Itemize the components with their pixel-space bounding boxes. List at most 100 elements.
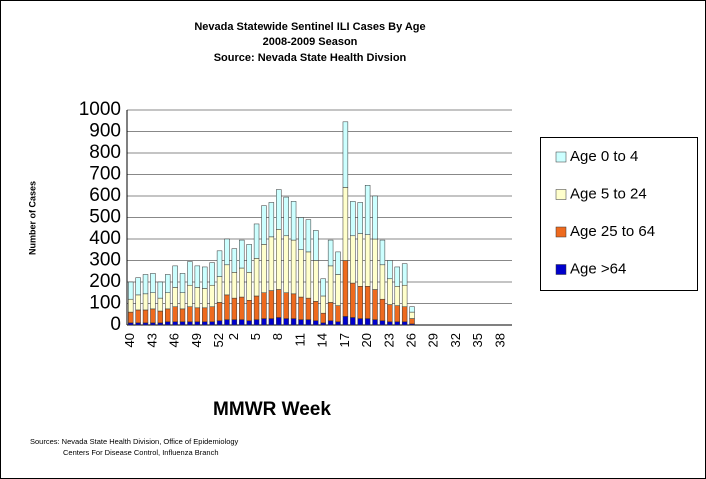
legend-label: Age 25 to 64 xyxy=(570,223,655,240)
bar-segment xyxy=(216,250,223,277)
bar-segment xyxy=(372,238,378,290)
bar-segment xyxy=(313,320,319,326)
bar-segment xyxy=(357,233,363,287)
x-tick-label: 17 xyxy=(337,333,352,347)
bar-segment xyxy=(239,319,245,326)
bar-segment xyxy=(342,121,349,188)
bar-segment xyxy=(320,278,326,297)
bar-segment xyxy=(305,319,312,326)
x-tick-label: 29 xyxy=(426,333,441,347)
bar-segment xyxy=(179,308,186,323)
bar-segment xyxy=(202,288,208,309)
bar-segment xyxy=(364,185,371,235)
bar-segment xyxy=(142,322,149,326)
legend-swatch xyxy=(555,226,567,238)
x-tick-label: 26 xyxy=(403,333,418,347)
bar-segment xyxy=(179,273,186,293)
x-tick-label: 40 xyxy=(122,333,137,347)
legend-label: Age 0 to 4 xyxy=(570,148,638,165)
bar-segment xyxy=(276,229,282,290)
bar-segment xyxy=(224,264,230,296)
bar-segment xyxy=(335,274,341,306)
bar-segment xyxy=(357,318,363,326)
bar-segment xyxy=(128,298,134,313)
x-tick-label: 49 xyxy=(189,333,204,347)
bar-segment xyxy=(387,321,393,326)
bar-segment xyxy=(194,321,201,326)
bar-segment xyxy=(216,320,223,326)
bar-segment xyxy=(283,318,289,326)
bar-segment xyxy=(290,293,297,319)
bar-segment xyxy=(342,260,349,317)
bar-segment xyxy=(335,305,341,323)
bar-segment xyxy=(350,282,356,318)
bar-segment xyxy=(239,239,245,269)
y-tick-label: 300 xyxy=(89,250,121,271)
bar-segment xyxy=(268,318,275,326)
bar-segment xyxy=(350,201,356,237)
bar-segment xyxy=(165,308,171,323)
bar-segment xyxy=(327,302,334,321)
bar-segment xyxy=(224,238,230,266)
bar-segment xyxy=(253,258,260,297)
bar-segment xyxy=(364,318,371,326)
bar-segment xyxy=(142,293,149,311)
bar-segment xyxy=(305,297,312,320)
bar-segment xyxy=(165,274,171,294)
bar-segment xyxy=(261,244,267,293)
legend-label: Age 5 to 24 xyxy=(570,185,647,202)
x-tick-label: 52 xyxy=(211,333,226,347)
bar-segment xyxy=(157,310,164,324)
bar-segment xyxy=(379,239,386,266)
bar-segment xyxy=(283,235,289,293)
bar-segment xyxy=(135,322,141,326)
chart-title: Nevada Statewide Sentinel ILI Cases By A… xyxy=(194,21,425,33)
bar-segment xyxy=(379,298,386,321)
bar-segment xyxy=(283,292,289,319)
bar-segment xyxy=(187,306,193,323)
x-tick-label: 8 xyxy=(270,333,285,340)
y-tick-label: 1000 xyxy=(79,99,121,120)
bar-segment xyxy=(298,296,304,320)
bar-segment xyxy=(394,321,400,326)
bar-segment xyxy=(172,287,178,307)
bar-segment xyxy=(401,263,408,286)
x-tick-label: 2 xyxy=(226,333,241,340)
bar-segment xyxy=(231,272,238,299)
bar-segment xyxy=(209,262,215,286)
bar-segment xyxy=(387,304,393,323)
bar-segment xyxy=(335,251,341,275)
chart-source: Source: Nevada State Health Divsion xyxy=(214,52,407,64)
bar-segment xyxy=(202,266,208,289)
bar-segment xyxy=(128,311,134,324)
bar-segment xyxy=(172,306,178,323)
bar-segment xyxy=(313,260,319,302)
bar-segment xyxy=(194,287,201,309)
bar-segment xyxy=(135,309,141,324)
bar-segment xyxy=(290,239,297,295)
bar-segment xyxy=(290,201,297,241)
legend-box xyxy=(540,137,698,291)
bar-segment xyxy=(283,196,289,237)
bar-segment xyxy=(379,264,386,300)
bar-segment xyxy=(276,289,282,318)
y-tick-label: 900 xyxy=(89,121,121,142)
bar-segment xyxy=(327,320,334,326)
legend-swatch xyxy=(555,189,567,200)
x-tick-label: 46 xyxy=(167,333,182,347)
bar-segment xyxy=(239,267,245,298)
x-tick-label: 35 xyxy=(470,333,485,347)
bar-segment xyxy=(157,281,164,299)
bar-segment xyxy=(202,321,208,326)
bar-segment xyxy=(305,219,312,253)
bar-segment xyxy=(298,249,304,298)
bar-segment xyxy=(320,322,326,326)
bar-segment xyxy=(179,321,186,326)
bar-segment xyxy=(261,292,267,319)
x-tick-label: 14 xyxy=(315,333,330,347)
bar-segment xyxy=(157,322,164,326)
bar-segment xyxy=(261,318,267,326)
bar-segment xyxy=(165,292,171,310)
bar-segment xyxy=(327,239,334,267)
